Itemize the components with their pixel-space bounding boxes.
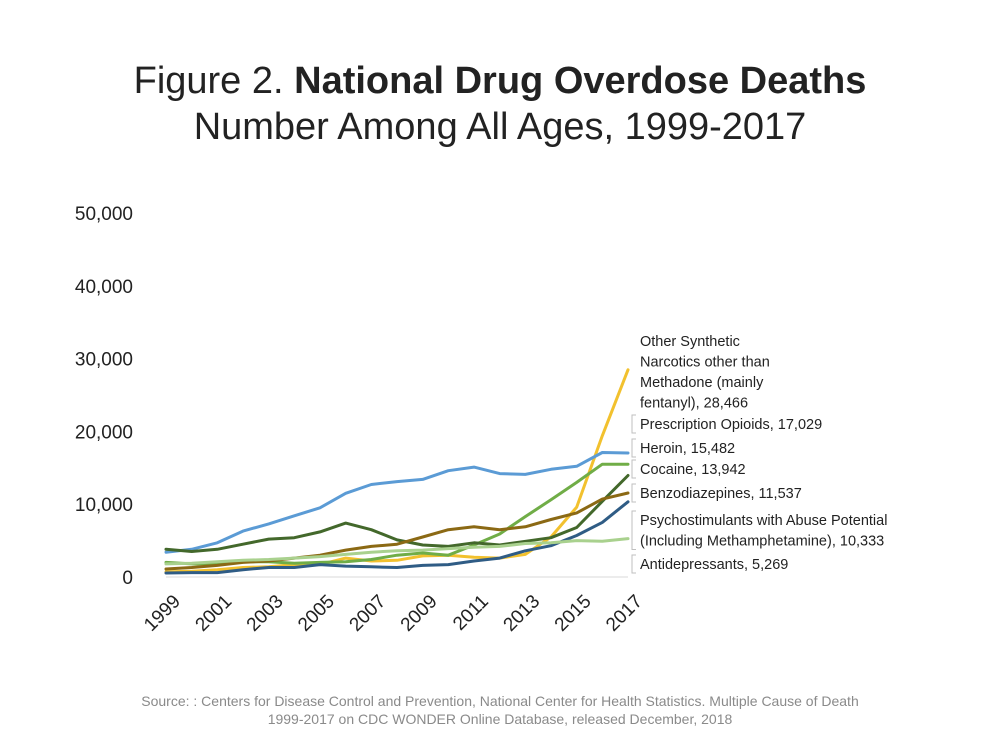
series-label-3: Heroin, 15,482	[640, 441, 735, 457]
label-leader	[631, 438, 636, 458]
series-line-3	[164, 462, 630, 566]
y-tick-label: 40,000	[75, 277, 133, 298]
series-line-2	[164, 451, 630, 554]
title-line-1: Figure 2. National Drug Overdose Deaths	[0, 58, 1000, 104]
x-tick-label: 2001	[192, 591, 237, 636]
series-label-2: Prescription Opioids, 17,029	[640, 417, 822, 433]
title-prefix: Figure 2.	[133, 60, 284, 102]
y-tick-label: 20,000	[75, 422, 133, 443]
chart-title: Figure 2. National Drug Overdose Deaths …	[0, 58, 1000, 150]
x-tick-label: 2015	[551, 591, 596, 636]
label-leader	[631, 483, 636, 503]
label-leader	[631, 510, 636, 550]
source-note: Source: : Centers for Disease Control an…	[0, 692, 1000, 728]
y-axis: 0 10,000 20,000 30,000 40,000 50,000	[75, 204, 133, 589]
title-main: National Drug Overdose Deaths	[294, 60, 867, 102]
label-leader	[631, 459, 636, 479]
series-line-6	[164, 500, 630, 575]
series-label-1: Other Synthetic Narcotics other than Metha…	[640, 334, 770, 412]
series-line-7	[164, 537, 630, 566]
line-chart: 0 10,000 20,000 30,000 40,000 50,000 1999 2001…	[75, 204, 888, 636]
series-line-5	[164, 491, 630, 571]
label-leader	[631, 414, 636, 434]
series-lines	[164, 368, 630, 575]
x-tick-label: 2013	[500, 591, 545, 636]
y-tick-label: 10,000	[75, 495, 133, 516]
label-leader	[631, 554, 636, 574]
x-tick-label: 2007	[346, 591, 391, 636]
x-tick-label: 2011	[449, 591, 493, 635]
series-labels: Other Synthetic Narcotics other than Metha…	[631, 334, 887, 574]
chart-subtitle: Number Among All Ages, 1999-2017	[193, 106, 807, 148]
x-tick-label: 2005	[294, 591, 339, 636]
series-label-6: Psychostimulants with Abuse Potential (In…	[640, 513, 887, 550]
series-label-5: Benzodiazepines, 11,537	[640, 486, 802, 502]
x-tick-label: 2009	[397, 591, 442, 636]
y-tick-label: 0	[122, 568, 133, 589]
y-tick-label: 50,000	[75, 204, 133, 225]
source-line-1: Source: : Centers for Disease Control an…	[141, 693, 859, 709]
x-axis: 1999 2001 2003 2005 2007 2009 2011 2013 2015 2017	[140, 576, 647, 636]
x-tick-label: 2017	[602, 591, 647, 636]
y-tick-label: 30,000	[75, 350, 133, 371]
x-tick-label: 1999	[140, 591, 185, 636]
x-tick-label: 2003	[243, 591, 288, 636]
series-label-7: Antidepressants, 5,269	[640, 557, 788, 573]
series-line-4	[164, 474, 630, 553]
source-line-2: 1999-2017 on CDC WONDER Online Database,…	[267, 711, 733, 727]
series-label-4: Cocaine, 13,942	[640, 462, 746, 478]
